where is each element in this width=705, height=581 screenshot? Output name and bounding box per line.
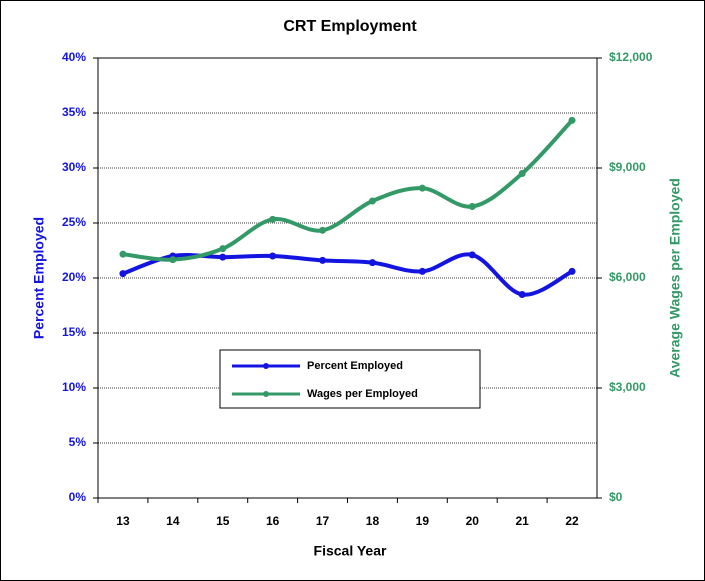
x-tick-label: 16 [266,514,280,528]
data-point [169,256,177,264]
y-axis-label: Percent Employed [31,217,47,339]
data-point [319,256,327,264]
data-point [518,170,526,177]
data-point [568,267,576,275]
y-tick-label: 20% [62,270,86,284]
data-point [119,270,127,278]
data-point [468,203,476,210]
data-point [368,197,376,205]
legend-marker [263,363,269,369]
data-point [269,252,277,260]
legend-label: Percent Employed [307,360,403,372]
y-tick-label: 35% [62,105,86,119]
y2-tick-label: $9,000 [609,160,646,174]
x-tick-label: 19 [416,514,430,528]
data-point [269,215,277,223]
y-tick-label: 0% [69,490,87,504]
y-tick-label: 10% [62,380,86,394]
data-point [568,116,576,124]
data-point [368,259,376,267]
data-point [518,291,526,298]
data-point [219,245,227,253]
y2-tick-label: $3,000 [609,380,646,394]
data-point [119,250,127,258]
data-point [319,226,327,234]
x-tick-label: 21 [515,514,529,528]
y-tick-label: 5% [69,435,87,449]
y2-axis-label: Average Wages per Employed [667,178,683,378]
x-tick-label: 22 [565,514,579,528]
y2-tick-label: $12,000 [609,50,653,64]
chart-title: CRT Employment [283,18,417,35]
data-point [219,253,227,261]
y-tick-label: 30% [62,160,86,174]
legend-marker [263,391,269,397]
data-point [418,184,426,192]
x-tick-label: 20 [466,514,480,528]
x-axis-label: Fiscal Year [314,543,387,559]
y2-tick-label: $6,000 [609,270,646,284]
y-tick-label: 25% [62,215,86,229]
x-tick-label: 17 [316,514,330,528]
legend-label: Wages per Employed [307,388,418,400]
x-tick-label: 14 [166,514,180,528]
x-tick-label: 18 [366,514,380,528]
x-tick-label: 13 [116,514,130,528]
x-tick-label: 15 [216,514,230,528]
legend-box [219,349,481,409]
series-line [122,118,574,262]
y-tick-label: 40% [62,50,86,64]
data-point [418,267,426,275]
y2-tick-label: $0 [609,490,623,504]
y-tick-label: 15% [62,325,86,339]
data-point [468,251,476,259]
